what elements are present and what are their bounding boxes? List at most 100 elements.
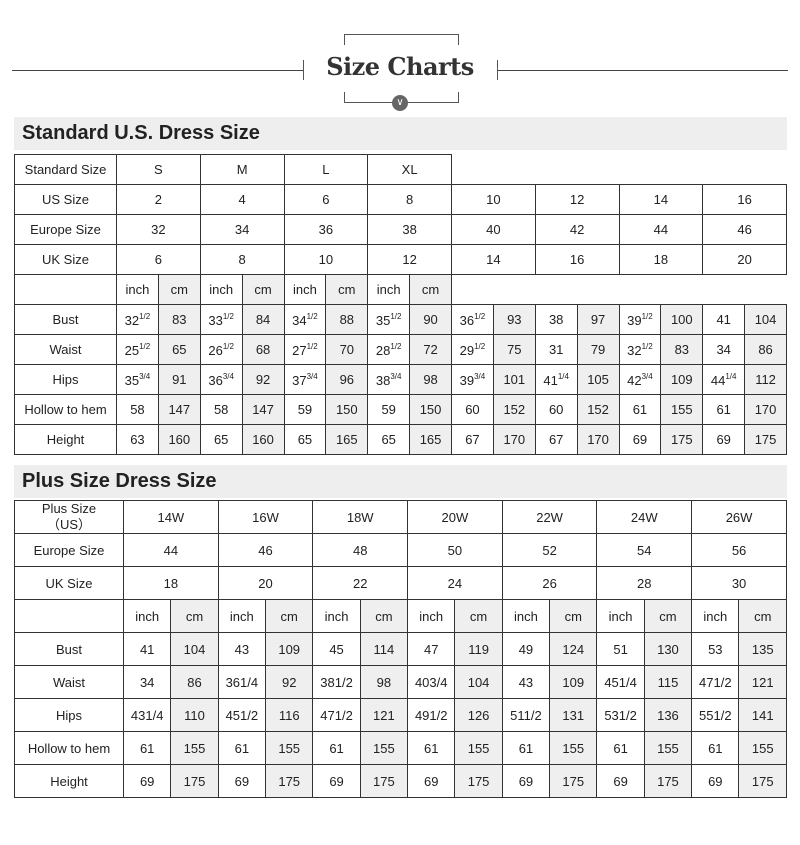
table-cell: 12 [534, 184, 620, 215]
cell-value: 86 [187, 674, 202, 690]
table-cell: 65 [283, 424, 327, 455]
cell-value: cm [754, 608, 772, 624]
cell-value: 471/2 [699, 674, 732, 690]
table-cell: 83 [660, 334, 704, 365]
cell-value: inch [229, 608, 254, 624]
table-cell: 98 [409, 364, 452, 395]
cell-value: 36 [459, 312, 475, 328]
cell-value: 98 [423, 372, 438, 387]
cell-value: 61 [518, 740, 534, 756]
cell-value: Plus Size （US） [41, 501, 97, 532]
cell-value: 58 [213, 402, 229, 417]
cell-value: 60 [548, 402, 564, 417]
cell-value: 36 [318, 222, 334, 237]
cell-value: 70 [339, 342, 355, 357]
cell-value: inch [209, 282, 234, 297]
cell-value: 121 [373, 707, 395, 723]
table-cell: 65 [199, 424, 243, 455]
cell-value: 12 [569, 192, 585, 207]
cell-value: 451/2 [225, 707, 259, 723]
cell-value: 155 [373, 740, 395, 756]
table-cell: 383/4 [367, 364, 411, 395]
cell-value: 69 [139, 773, 155, 789]
table-cell: 38 [367, 214, 452, 245]
cell-value: 18W [346, 509, 374, 525]
table-cell: 100 [660, 304, 704, 335]
divider-left [12, 70, 303, 71]
table-cell: 531/2 [596, 698, 645, 732]
cell-value: Hips [55, 707, 82, 723]
table-cell: 155 [738, 731, 787, 765]
table-cell: 59 [367, 394, 411, 425]
fraction: 3/4 [222, 371, 234, 381]
fraction: 1/2 [139, 341, 151, 351]
cell-value: Europe Size [30, 222, 101, 237]
unit-inch: inch [407, 599, 456, 633]
cell-value: 20 [737, 252, 752, 267]
cell-value: 32 [124, 312, 140, 328]
table-cell: 109 [549, 665, 598, 699]
table-cell: 361/4 [217, 665, 267, 699]
cell-value: 32 [627, 342, 642, 358]
cell-value: 92 [281, 674, 297, 690]
cell-value: 42 [569, 222, 585, 237]
cell-value: 67 [465, 432, 480, 447]
table-cell: 175 [359, 764, 409, 798]
fraction: 1/2 [641, 311, 653, 321]
measurement-row: Hips 353/4 91 363/4 92 373/4 96 383/4 98 393/4 101… [14, 364, 787, 395]
cell-value: 155 [751, 740, 774, 756]
table-cell: 8 [367, 184, 452, 215]
table-cell: 70 [325, 334, 369, 365]
row-label [14, 599, 124, 633]
cell-value: 136 [657, 707, 679, 723]
cell-value: 69 [234, 773, 250, 789]
table-cell: 112 [744, 364, 787, 395]
table-cell: 69 [618, 424, 662, 455]
measurement-row: Hips 431/4 110 451/2 116 471/2 121 491/2 126 511/… [14, 698, 787, 732]
table-cell: 131 [549, 698, 598, 732]
fraction: 1/2 [139, 311, 151, 321]
cell-value: 115 [657, 674, 679, 690]
table-cell: 2 [116, 184, 201, 215]
unit-inch: inch [312, 599, 361, 633]
cell-value: 46 [737, 222, 752, 237]
table-cell: 6 [283, 184, 369, 215]
cell-value: 35 [124, 372, 140, 388]
table-cell: 45 [312, 632, 361, 666]
table-cell: 6 [116, 244, 201, 275]
cell-value: 14 [486, 252, 501, 267]
table-cell: 58 [199, 394, 243, 425]
table-cell: 34 [199, 214, 285, 245]
europe-row: Europe Size 44 46 48 50 52 54 56 [14, 533, 787, 567]
row-label: Plus Size （US） [14, 500, 124, 534]
table-cell: 114 [359, 632, 409, 666]
cell-value: 155 [670, 402, 693, 417]
cell-value: inch [293, 282, 317, 297]
table-cell: 47 [407, 632, 456, 666]
table-cell: 175 [643, 764, 693, 798]
table-cell: 61 [217, 731, 267, 765]
table-cell: 34 [122, 665, 172, 699]
cell-value: 18 [653, 252, 669, 267]
cell-value: 36 [208, 372, 223, 388]
cell-value: 104 [754, 312, 777, 327]
cell-value: 61 [613, 740, 628, 756]
cell-value: 69 [329, 773, 344, 789]
measurement-row: Bust 321/2 83 331/2 84 341/2 88 351/2 90 361/2 93 3… [14, 304, 787, 335]
unit-inch: inch [199, 274, 243, 305]
cell-value: 109 [562, 674, 585, 690]
row-label: UK Size [14, 566, 124, 600]
cell-value: 150 [335, 402, 358, 417]
cell-value: 91 [172, 372, 187, 387]
cell-value: Hips [52, 372, 79, 387]
table-cell: 61 [618, 394, 662, 425]
cell-value: 26 [208, 342, 223, 358]
cell-value: 175 [670, 432, 693, 447]
fraction: 3/4 [474, 371, 486, 381]
cell-value: 69 [518, 773, 534, 789]
cell-value: 130 [657, 641, 679, 657]
table-cell: 14 [451, 244, 536, 275]
fraction: 3/4 [390, 371, 402, 381]
cell-value: 160 [252, 432, 274, 447]
row-label: Standard Size [14, 154, 117, 185]
